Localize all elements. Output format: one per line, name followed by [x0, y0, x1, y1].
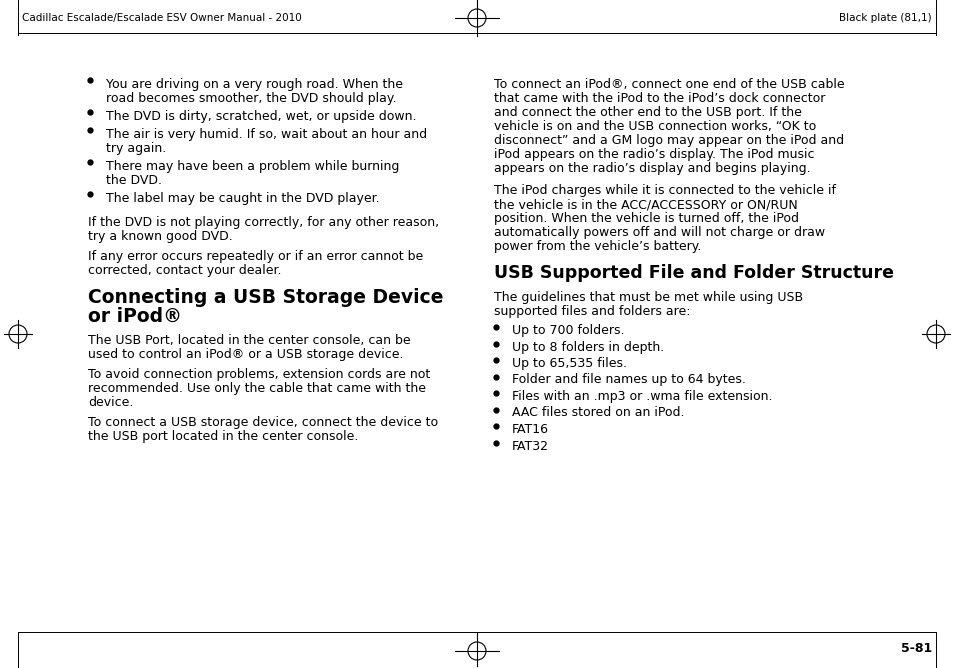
Text: Cadillac Escalade/Escalade ESV Owner Manual - 2010: Cadillac Escalade/Escalade ESV Owner Man…	[22, 13, 301, 23]
Text: automatically powers off and will not charge or draw: automatically powers off and will not ch…	[494, 226, 824, 239]
Text: To connect a USB storage device, connect the device to: To connect a USB storage device, connect…	[88, 416, 437, 429]
Text: Up to 8 folders in depth.: Up to 8 folders in depth.	[512, 341, 663, 353]
Text: The label may be caught in the DVD player.: The label may be caught in the DVD playe…	[106, 192, 379, 205]
Text: USB Supported File and Folder Structure: USB Supported File and Folder Structure	[494, 264, 893, 282]
Text: supported files and folders are:: supported files and folders are:	[494, 305, 690, 318]
Text: You are driving on a very rough road. When the: You are driving on a very rough road. Wh…	[106, 78, 402, 91]
Text: road becomes smoother, the DVD should play.: road becomes smoother, the DVD should pl…	[106, 92, 396, 105]
Text: The iPod charges while it is connected to the vehicle if: The iPod charges while it is connected t…	[494, 184, 835, 197]
Text: The air is very humid. If so, wait about an hour and: The air is very humid. If so, wait about…	[106, 128, 427, 141]
Text: or iPod®: or iPod®	[88, 307, 182, 326]
Text: Connecting a USB Storage Device: Connecting a USB Storage Device	[88, 288, 443, 307]
Text: disconnect” and a GM logo may appear on the iPod and: disconnect” and a GM logo may appear on …	[494, 134, 843, 147]
Text: Up to 65,535 files.: Up to 65,535 files.	[512, 357, 626, 370]
Text: To avoid connection problems, extension cords are not: To avoid connection problems, extension …	[88, 368, 430, 381]
Text: Black plate (81,1): Black plate (81,1)	[839, 13, 931, 23]
Text: device.: device.	[88, 396, 133, 409]
Text: position. When the vehicle is turned off, the iPod: position. When the vehicle is turned off…	[494, 212, 799, 225]
Text: If the DVD is not playing correctly, for any other reason,: If the DVD is not playing correctly, for…	[88, 216, 438, 229]
Text: and connect the other end to the USB port. If the: and connect the other end to the USB por…	[494, 106, 801, 119]
Text: The USB Port, located in the center console, can be: The USB Port, located in the center cons…	[88, 334, 410, 347]
Text: The DVD is dirty, scratched, wet, or upside down.: The DVD is dirty, scratched, wet, or ups…	[106, 110, 416, 123]
Text: The guidelines that must be met while using USB: The guidelines that must be met while us…	[494, 291, 802, 304]
Text: the vehicle is in the ACC/ACCESSORY or ON/RUN: the vehicle is in the ACC/ACCESSORY or O…	[494, 198, 797, 211]
Text: If any error occurs repeatedly or if an error cannot be: If any error occurs repeatedly or if an …	[88, 250, 423, 263]
Text: try a known good DVD.: try a known good DVD.	[88, 230, 233, 243]
Text: iPod appears on the radio’s display. The iPod music: iPod appears on the radio’s display. The…	[494, 148, 814, 161]
Text: the USB port located in the center console.: the USB port located in the center conso…	[88, 430, 358, 443]
Text: Up to 700 folders.: Up to 700 folders.	[512, 324, 624, 337]
Text: Folder and file names up to 64 bytes.: Folder and file names up to 64 bytes.	[512, 373, 745, 387]
Text: vehicle is on and the USB connection works, “OK to: vehicle is on and the USB connection wor…	[494, 120, 816, 133]
Text: Files with an .mp3 or .wma file extension.: Files with an .mp3 or .wma file extensio…	[512, 390, 772, 403]
Text: the DVD.: the DVD.	[106, 174, 162, 187]
Text: There may have been a problem while burning: There may have been a problem while burn…	[106, 160, 399, 173]
Text: that came with the iPod to the iPod’s dock connector: that came with the iPod to the iPod’s do…	[494, 92, 824, 105]
Text: FAT16: FAT16	[512, 423, 548, 436]
Text: 5-81: 5-81	[900, 643, 931, 655]
Text: used to control an iPod® or a USB storage device.: used to control an iPod® or a USB storag…	[88, 348, 403, 361]
Text: AAC files stored on an iPod.: AAC files stored on an iPod.	[512, 407, 684, 420]
Text: FAT32: FAT32	[512, 440, 548, 452]
Text: power from the vehicle’s battery.: power from the vehicle’s battery.	[494, 240, 700, 253]
Text: try again.: try again.	[106, 142, 166, 155]
Text: recommended. Use only the cable that came with the: recommended. Use only the cable that cam…	[88, 382, 426, 395]
Text: appears on the radio’s display and begins playing.: appears on the radio’s display and begin…	[494, 162, 810, 175]
Text: To connect an iPod®, connect one end of the USB cable: To connect an iPod®, connect one end of …	[494, 78, 843, 91]
Text: corrected, contact your dealer.: corrected, contact your dealer.	[88, 264, 281, 277]
